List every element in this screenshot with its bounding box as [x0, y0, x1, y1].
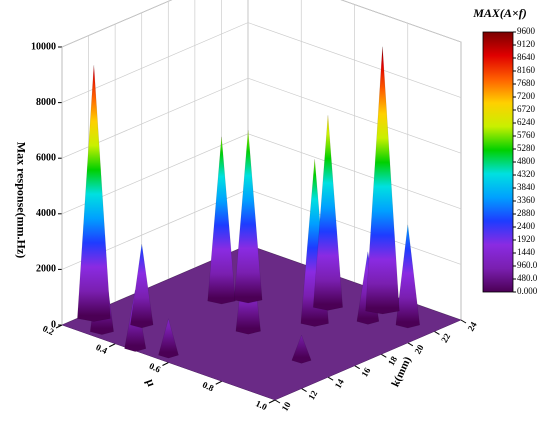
x-tick-label: 1.0: [254, 398, 269, 412]
x-axis-title: μ: [143, 377, 159, 388]
y-tick: [407, 342, 414, 347]
y-tick: [434, 330, 440, 335]
colorbar-tick-label: 5760: [517, 130, 536, 140]
colorbar-tick-label: 3360: [517, 195, 536, 205]
surface-floor: [61, 244, 462, 401]
x-tick-label: 0.8: [201, 379, 216, 393]
y-tick-label: 12: [306, 388, 319, 401]
y-tick-label: 22: [439, 331, 452, 344]
y-tick: [354, 365, 360, 370]
colorbar-tick-label: 0.000: [517, 286, 538, 296]
x-tick: [55, 324, 63, 329]
y-tick-label: 14: [333, 377, 346, 390]
peak: [313, 115, 343, 311]
colorbar-tick-label: 7680: [517, 78, 536, 88]
colorbar-tick-label: 9600: [517, 26, 536, 36]
colorbar: [482, 31, 514, 293]
y-tick-label: 24: [466, 320, 479, 333]
x-tick-label: 0.4: [94, 342, 109, 356]
peak: [395, 224, 420, 329]
y-tick: [274, 399, 281, 404]
peak: [365, 46, 400, 315]
z-grid-line: [61, 0, 462, 48]
x-tick-label: 0.2: [41, 323, 56, 337]
y-tick-label: 20: [412, 343, 425, 356]
colorbar-tick-label: 7200: [517, 91, 536, 101]
y-tick-label: 10: [280, 400, 293, 413]
colorbar-tick-label: 5280: [517, 143, 536, 153]
x-tick: [109, 343, 116, 348]
z-tick-label: 2000: [36, 264, 56, 275]
colorbar-tick-label: 6240: [517, 117, 536, 127]
z-tick-label: 6000: [36, 152, 56, 163]
colorbar-tick-label: 9120: [517, 39, 536, 49]
colorbar-tick-label: 6720: [517, 104, 536, 114]
colorbar-tick-label: 8160: [517, 65, 536, 75]
colorbar-tick-label: 8640: [517, 52, 536, 62]
peak: [233, 130, 263, 304]
y-tick: [460, 319, 467, 324]
z-axis-title: Max response(mm.Hz): [14, 142, 28, 258]
peak: [207, 136, 236, 305]
z-tick-label: 4000: [36, 208, 56, 219]
colorbar-tick-label: 4800: [517, 156, 536, 166]
y-tick: [327, 376, 334, 381]
colorbar-tick-label: 1440: [517, 247, 536, 257]
colorbar-tick-label: 2400: [517, 221, 536, 231]
peak: [77, 65, 111, 322]
x-tick-label: 0.6: [148, 361, 163, 375]
peak: [291, 334, 312, 364]
colorbar-tick-label: 2880: [517, 208, 536, 218]
z-tick-label: 10000: [31, 41, 56, 52]
colorbar-tick-label: 3840: [517, 182, 536, 192]
y-tick-label: 16: [359, 365, 372, 378]
colorbar-tick-label: 1920: [517, 234, 536, 244]
z-tick-label: 8000: [36, 97, 56, 108]
x-tick: [268, 399, 276, 404]
y-tick: [381, 353, 387, 358]
colorbar-title: MAX(A×f): [472, 6, 527, 20]
y-tick: [301, 388, 307, 393]
peak: [130, 244, 154, 329]
x-tick: [162, 362, 169, 366]
colorbar-tick-label: 960.0: [517, 260, 538, 270]
colorbar-tick-label: 480.0: [517, 273, 538, 283]
z-tick-label: 0: [51, 319, 56, 330]
x-tick: [215, 380, 222, 385]
peak: [158, 317, 179, 359]
colorbar-tick-label: 4320: [517, 169, 536, 179]
